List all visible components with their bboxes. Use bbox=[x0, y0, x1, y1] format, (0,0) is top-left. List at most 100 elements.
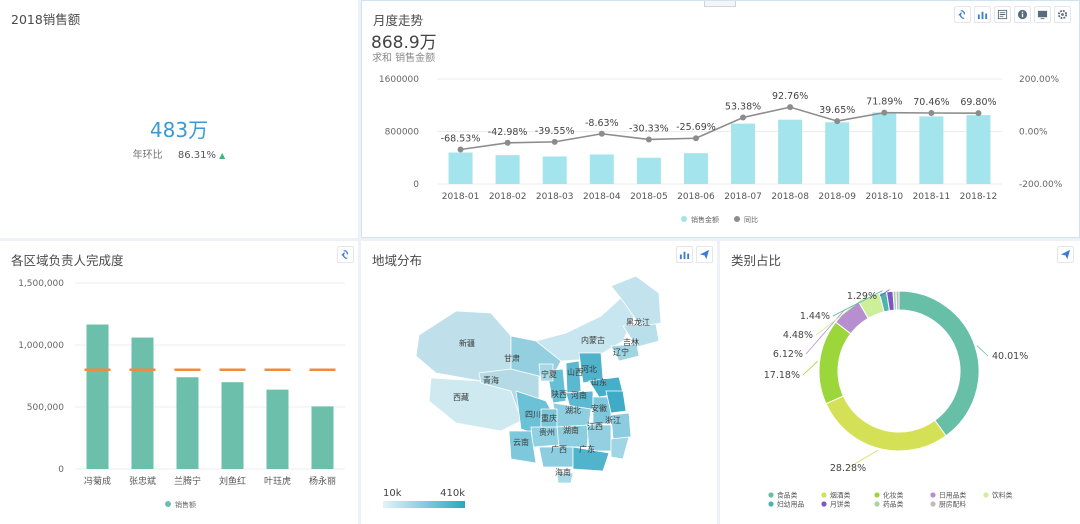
slice-leader bbox=[879, 289, 890, 297]
x-tick: 2018-11 bbox=[913, 192, 951, 202]
yoy-label: -68.53% bbox=[441, 133, 481, 144]
label-guangxi: 广西 bbox=[551, 444, 567, 454]
region-shanxi bbox=[565, 360, 582, 394]
label-hebei: 河北 bbox=[581, 364, 597, 374]
legend-label: 烟酒类 bbox=[830, 491, 851, 500]
yoy-label: 39.65% bbox=[819, 105, 855, 116]
legend-swatch bbox=[768, 492, 774, 498]
legend-label-yoy: 同比 bbox=[744, 215, 758, 224]
settings-icon[interactable] bbox=[1054, 6, 1071, 23]
chart-switch-icon[interactable] bbox=[974, 6, 991, 23]
region-liaoning bbox=[610, 343, 640, 362]
legend-swatch-sales bbox=[681, 216, 687, 222]
yoy-point bbox=[551, 138, 558, 145]
kpi-value: 483万 bbox=[149, 118, 209, 142]
yoy-label: -39.55% bbox=[535, 126, 575, 137]
bar bbox=[683, 153, 708, 184]
yoy-point bbox=[787, 104, 794, 111]
y-left-tick: 0 bbox=[413, 180, 419, 190]
slice-label: 1.29% bbox=[847, 291, 877, 302]
region-yunnan bbox=[508, 430, 537, 464]
bar bbox=[589, 154, 614, 184]
monthly-total: 868.9万 bbox=[371, 33, 437, 53]
label-hubei: 湖北 bbox=[565, 406, 581, 415]
monthly-panel[interactable]: 月度走势 868.9万 求和 销售金额 1600000 800000 0 200.00… bbox=[361, 0, 1080, 238]
geo-panel: 地域分布 bbox=[361, 241, 717, 524]
geo-legend: 10k 410k bbox=[383, 488, 465, 508]
bar bbox=[731, 123, 756, 184]
label-qinghai: 青海 bbox=[483, 375, 499, 385]
bar bbox=[131, 337, 154, 469]
send-icon[interactable] bbox=[696, 246, 713, 263]
region-heilongjiang bbox=[610, 275, 662, 328]
region-hainan bbox=[556, 472, 574, 484]
legend-swatch bbox=[983, 492, 989, 498]
yoy-point bbox=[645, 136, 652, 143]
donut-slice bbox=[898, 290, 980, 437]
region-owner-toolbar bbox=[337, 246, 354, 263]
yoy-label: 69.80% bbox=[960, 97, 996, 108]
bar bbox=[176, 377, 199, 469]
x-tick: 2018-04 bbox=[583, 192, 621, 202]
x-tick: 兰腾宁 bbox=[174, 475, 201, 487]
x-tick: 冯菊成 bbox=[84, 475, 111, 487]
kpi-ratio-label: 年环比 bbox=[132, 150, 163, 161]
yoy-label: 71.89% bbox=[866, 97, 902, 108]
slice-label: 28.28% bbox=[830, 463, 866, 474]
bar bbox=[919, 116, 944, 184]
china-map: 黑龙江 吉林 辽宁 内蒙古 新疆 西藏 青海 甘肃 宁夏 陕西 山西 河北 山东… bbox=[415, 275, 662, 484]
legend-label: 日用品类 bbox=[939, 491, 966, 500]
donut-slice bbox=[825, 395, 947, 452]
monthly-chart: 1600000 800000 0 200.00% 0.00% -200.00% 2018-0… bbox=[379, 75, 1063, 224]
yoy-point bbox=[692, 135, 699, 142]
info-icon[interactable] bbox=[1014, 6, 1031, 23]
region-hunan bbox=[556, 424, 590, 448]
drag-handle[interactable] bbox=[704, 1, 736, 7]
owner-chart: 1,500,000 1,000,000 500,000 0 冯菊成 张忠斌 兰腾宁 刘鱼红 叶珏… bbox=[18, 279, 345, 509]
y-tick: 0 bbox=[58, 465, 64, 475]
send-icon[interactable] bbox=[1057, 246, 1074, 263]
slice-label: 1.44% bbox=[800, 311, 830, 322]
region-ningxia bbox=[538, 363, 554, 382]
label-zhejiang: 浙江 bbox=[605, 415, 621, 425]
slice-leader bbox=[847, 449, 879, 469]
link-icon[interactable] bbox=[337, 246, 354, 263]
trend-up-icon: ▲ bbox=[219, 151, 226, 160]
yoy-label: -30.33% bbox=[629, 123, 669, 134]
x-tick: 2018-06 bbox=[677, 192, 715, 202]
legend-label-sales: 销售金额 bbox=[691, 215, 719, 224]
x-tick: 张忠斌 bbox=[129, 475, 156, 487]
export-icon[interactable] bbox=[994, 6, 1011, 23]
legend-gradient bbox=[383, 501, 465, 508]
slice-leader bbox=[832, 290, 883, 317]
yoy-point bbox=[740, 114, 747, 121]
legend-swatch-sales bbox=[165, 501, 171, 507]
label-chongqing: 重庆 bbox=[541, 413, 557, 423]
legend-label-sales: 销售额 bbox=[175, 500, 196, 509]
y-right-tick: -200.00% bbox=[1019, 180, 1063, 190]
label-hunan: 湖南 bbox=[563, 425, 579, 435]
legend-min: 10k bbox=[383, 488, 402, 499]
category-panel: 类别占比 40.01% 28.28% 17.18% 6.12% 4.48% 1.44% 1.… bbox=[720, 241, 1080, 524]
chart-switch-icon[interactable] bbox=[676, 246, 693, 263]
legend-swatch bbox=[930, 501, 936, 507]
label-neimenggu: 内蒙古 bbox=[581, 335, 605, 345]
legend-swatch bbox=[768, 501, 774, 507]
bar bbox=[872, 112, 897, 184]
label-shandong: 山东 bbox=[591, 377, 607, 387]
y-tick: 1,500,000 bbox=[18, 279, 64, 289]
yoy-point bbox=[928, 110, 935, 117]
slice-label: 4.48% bbox=[783, 330, 813, 341]
legend-swatch bbox=[821, 492, 827, 498]
bar bbox=[311, 406, 334, 469]
slice-leader bbox=[976, 345, 989, 357]
label-jilin: 吉林 bbox=[623, 337, 639, 347]
screen-icon[interactable] bbox=[1034, 6, 1051, 23]
legend-label: 化妆类 bbox=[883, 491, 904, 500]
legend-swatch bbox=[874, 492, 880, 498]
bar bbox=[636, 157, 661, 184]
x-tick: 2018-09 bbox=[818, 192, 856, 202]
link-icon[interactable] bbox=[954, 6, 971, 23]
yoy-label: -25.69% bbox=[676, 122, 716, 133]
legend-swatch bbox=[874, 501, 880, 507]
